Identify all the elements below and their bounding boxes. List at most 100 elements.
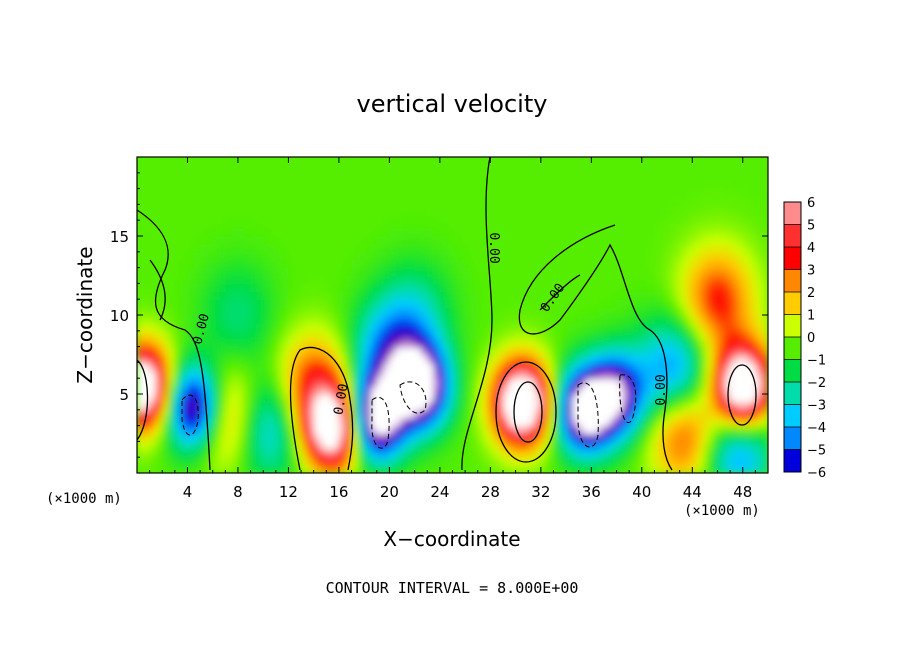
field-cell <box>206 386 214 395</box>
field-cell <box>711 204 719 214</box>
field-cell <box>559 196 567 206</box>
field-cell <box>357 425 365 435</box>
field-cell <box>168 315 176 324</box>
field-cell <box>622 299 630 308</box>
field-cell <box>711 386 719 395</box>
field-cell <box>389 220 397 229</box>
field-cell <box>521 299 529 308</box>
field-cell <box>275 228 283 237</box>
field-cell <box>749 299 757 308</box>
field-cell <box>174 394 182 403</box>
field-cell <box>206 330 214 340</box>
field-cell <box>269 180 277 190</box>
field-cell <box>559 362 567 372</box>
field-cell <box>616 243 624 253</box>
field-cell <box>149 299 157 308</box>
field-cell <box>723 291 731 300</box>
field-cell <box>679 449 687 458</box>
field-cell <box>667 251 675 261</box>
field-cell <box>578 251 586 261</box>
field-cell <box>326 299 334 308</box>
field-cell <box>477 251 485 261</box>
field-cell <box>477 386 485 395</box>
field-cell <box>168 409 176 419</box>
field-cell <box>629 212 637 221</box>
field-cell <box>307 188 315 198</box>
field-cell <box>534 401 542 411</box>
negative-contour <box>181 394 199 436</box>
field-cell <box>332 362 340 372</box>
field-cell <box>288 330 296 340</box>
field-cell <box>509 433 517 443</box>
field-cell <box>307 449 315 458</box>
field-cell <box>648 267 656 277</box>
field-cell <box>275 394 283 403</box>
field-cell <box>275 204 283 214</box>
field-cell <box>212 251 220 261</box>
field-cell <box>730 299 738 308</box>
field-cell <box>629 188 637 198</box>
field-cell <box>225 409 233 419</box>
field-cell <box>534 275 542 285</box>
field-cell <box>320 283 328 293</box>
field-cell <box>307 457 315 466</box>
field-cell <box>282 307 290 316</box>
field-cell <box>553 433 561 443</box>
field-cell <box>679 417 687 427</box>
field-cell <box>307 204 315 214</box>
field-cell <box>320 394 328 403</box>
field-cell <box>528 267 536 277</box>
field-cell <box>174 330 182 340</box>
field-cell <box>408 259 416 269</box>
field-cell <box>673 362 681 372</box>
field-cell <box>263 236 271 245</box>
field-cell <box>402 441 410 451</box>
field-cell <box>351 401 359 411</box>
field-cell <box>704 330 712 340</box>
field-cell <box>427 236 435 245</box>
field-cell <box>219 354 227 364</box>
field-cell <box>452 157 460 166</box>
field-cell <box>534 172 542 182</box>
field-cell <box>395 386 403 395</box>
field-cell <box>679 275 687 285</box>
field-cell <box>692 354 700 364</box>
field-cell <box>263 283 271 293</box>
field-cell <box>597 465 605 473</box>
field-cell <box>749 354 757 364</box>
field-cell <box>420 164 428 174</box>
field-cell <box>162 299 170 308</box>
field-cell <box>313 346 321 356</box>
field-cell <box>755 267 763 277</box>
field-cell <box>338 299 346 308</box>
field-cell <box>212 275 220 285</box>
field-cell <box>704 283 712 293</box>
field-cell <box>578 196 586 206</box>
field-cell <box>219 386 227 395</box>
field-cell <box>597 283 605 293</box>
field-cell <box>749 180 757 190</box>
field-cell <box>641 330 649 340</box>
field-cell <box>660 204 668 214</box>
field-cell <box>408 291 416 300</box>
field-cell <box>749 394 757 403</box>
field-cell <box>275 251 283 261</box>
field-cell <box>162 362 170 372</box>
field-cell <box>496 251 504 261</box>
field-cell <box>395 307 403 316</box>
field-cell <box>427 441 435 451</box>
field-cell <box>168 322 176 332</box>
field-cell <box>269 409 277 419</box>
field-cell <box>439 378 447 387</box>
field-cell <box>622 180 630 190</box>
field-cell <box>597 236 605 245</box>
field-cell <box>168 251 176 261</box>
field-cell <box>496 157 504 166</box>
field-cell <box>686 409 694 419</box>
field-cell <box>357 180 365 190</box>
field-cell <box>679 409 687 419</box>
field-cell <box>181 465 189 473</box>
field-cell <box>603 164 611 174</box>
field-cell <box>231 425 239 435</box>
field-cell <box>503 307 511 316</box>
